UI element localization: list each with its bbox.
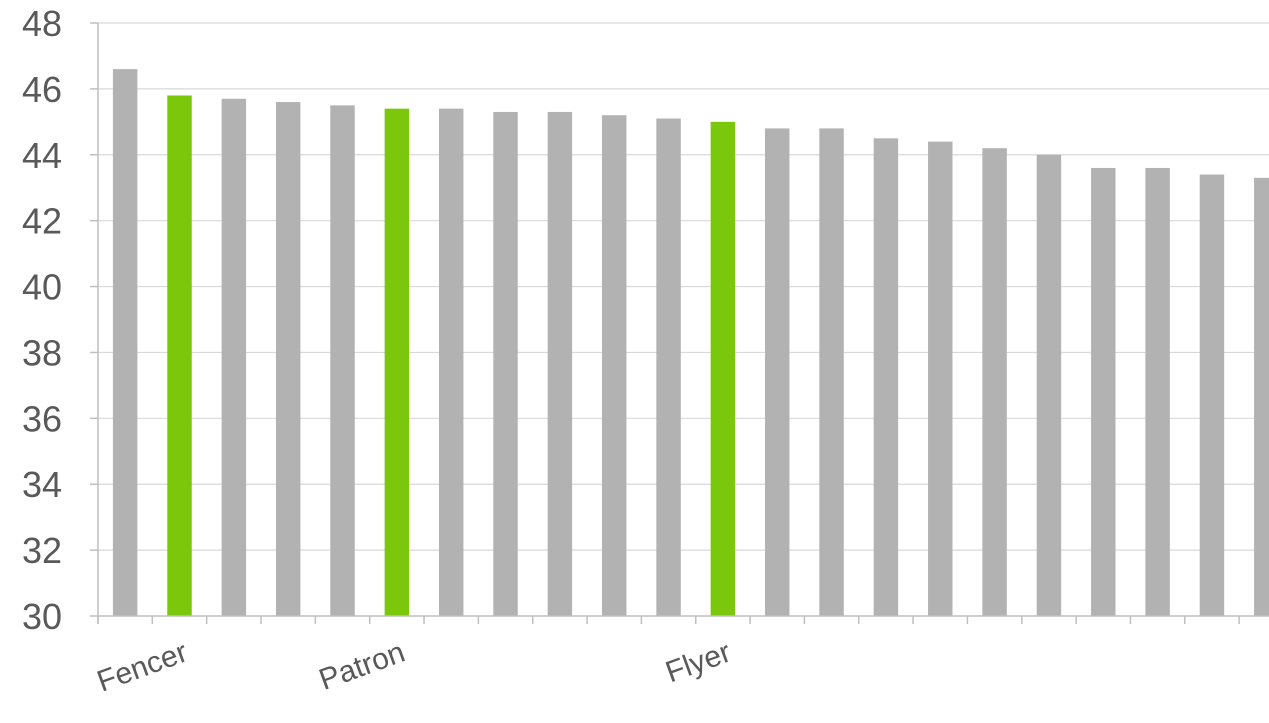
- bar: [167, 95, 192, 616]
- bar: [493, 111, 518, 616]
- bar: [656, 118, 681, 617]
- y-axis-ticks: 30 32 34 36 38 40 42 44 46 48: [22, 3, 98, 637]
- bar: [547, 111, 573, 616]
- bar: [221, 98, 247, 617]
- y-tick-label: 48: [22, 3, 62, 44]
- bar: [330, 105, 355, 616]
- y-tick-label: 32: [22, 530, 62, 571]
- x-category-label: Patron: [315, 636, 409, 697]
- bar: [1254, 177, 1269, 617]
- bar: [438, 108, 464, 617]
- bars: [112, 69, 1269, 617]
- x-axis-ticks: Fencer Patron Flyer: [93, 616, 1240, 699]
- y-tick-label: 46: [22, 69, 62, 110]
- bar: [1145, 167, 1170, 616]
- x-category-label: Flyer: [661, 636, 735, 690]
- bar: [1036, 154, 1062, 616]
- bar: [384, 108, 410, 617]
- y-tick-label: 38: [22, 332, 62, 373]
- x-category-label: Fencer: [93, 636, 192, 699]
- y-tick-label: 42: [22, 201, 62, 242]
- y-tick-label: 34: [22, 464, 62, 505]
- axes: [97, 23, 1269, 624]
- bar: [112, 69, 138, 617]
- bar: [601, 115, 627, 616]
- y-tick-label: 40: [22, 267, 62, 308]
- bar: [819, 128, 844, 616]
- y-tick-label: 30: [22, 596, 62, 637]
- bar: [765, 128, 790, 616]
- y-tick-label: 44: [22, 135, 62, 176]
- bar: [928, 141, 953, 616]
- bar: [275, 102, 301, 617]
- bar: [1091, 167, 1116, 616]
- bar: [710, 121, 736, 616]
- bar: [1199, 174, 1225, 617]
- bar: [873, 138, 899, 617]
- y-tick-label: 36: [22, 398, 62, 439]
- bar: [982, 148, 1007, 616]
